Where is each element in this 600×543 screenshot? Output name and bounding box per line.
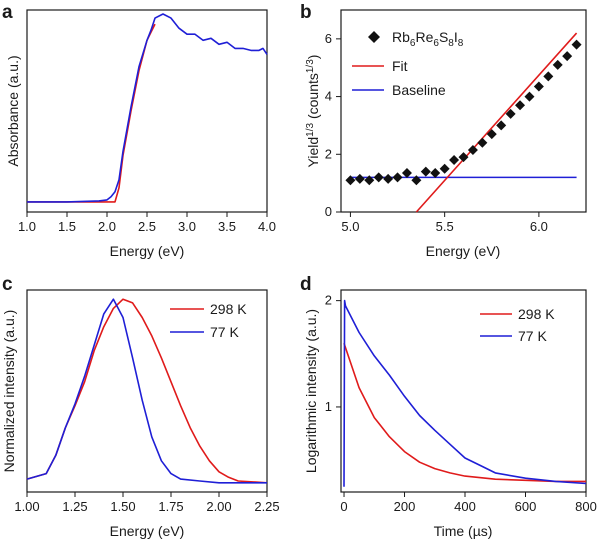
panel-letter-d: d xyxy=(300,274,312,295)
lines-b xyxy=(350,32,578,213)
b-ytick-label: 2 xyxy=(325,146,332,161)
legend-label-298k-c: 298 K xyxy=(210,301,247,317)
panel-d: d 0 200 400 600 800 1 2 298 K 77 K Time (µs) L… xyxy=(300,274,597,539)
data-point-b xyxy=(364,175,375,186)
series-line-absorbance-a xyxy=(27,13,268,203)
d-xtick-label: 0 xyxy=(340,499,347,514)
series-line-77k-c xyxy=(26,298,267,484)
data-point-b xyxy=(383,173,394,184)
plot-frame-d xyxy=(340,289,587,493)
data-point-b xyxy=(505,108,516,119)
a-xtick-label: 1.0 xyxy=(18,219,36,234)
plot-frame-b xyxy=(340,9,587,213)
x-axis-label-b: Energy (eV) xyxy=(426,243,501,259)
x-axis-label-a: Energy (eV) xyxy=(110,243,185,259)
legend-c: 298 K 77 K xyxy=(170,301,247,340)
d-xtick-label: 400 xyxy=(454,499,476,514)
data-point-b xyxy=(458,152,469,163)
c-xtick-label: 1.75 xyxy=(158,499,183,514)
legend-marker-diamond xyxy=(368,31,380,43)
c-xtick-label: 1.25 xyxy=(62,499,87,514)
series-line-298k-d xyxy=(343,342,586,483)
ticks-b: 5.0 5.5 6.0 0 2 4 6 xyxy=(325,31,548,234)
c-xtick-label: 1.00 xyxy=(14,499,39,514)
points-b xyxy=(345,39,582,186)
c-xtick-label: 2.00 xyxy=(206,499,231,514)
data-point-b xyxy=(552,59,563,70)
fit-line-b xyxy=(415,32,578,213)
a-xtick-label: 2.5 xyxy=(138,219,156,234)
b-xtick-label: 5.0 xyxy=(341,219,359,234)
legend-label-298k-d: 298 K xyxy=(518,306,555,322)
c-xtick-label: 2.25 xyxy=(254,499,279,514)
legend-label-compound: Rb6Re6S8I8 xyxy=(392,29,464,49)
data-point-b xyxy=(524,91,535,102)
data-point-b xyxy=(401,168,412,179)
data-point-b xyxy=(543,71,554,82)
data-point-b xyxy=(562,51,573,62)
data-point-b xyxy=(486,129,497,140)
c-xtick-label: 1.50 xyxy=(110,499,135,514)
panel-letter-a: a xyxy=(2,2,13,23)
d-ytick-label: 2 xyxy=(325,293,332,308)
b-ytick-label: 4 xyxy=(325,89,332,104)
data-point-b xyxy=(373,172,384,183)
data-point-b xyxy=(392,172,403,183)
data-point-b xyxy=(515,100,526,111)
legend-label-77k-d: 77 K xyxy=(518,328,547,344)
data-point-b xyxy=(477,137,488,148)
a-xtick-label: 3.0 xyxy=(178,219,196,234)
legend-d: 298 K 77 K xyxy=(480,306,555,344)
d-xtick-label: 800 xyxy=(575,499,597,514)
y-axis-label-c: Normalized intensity (a.u.) xyxy=(1,310,17,473)
b-xtick-label: 6.0 xyxy=(530,219,548,234)
x-axis-label-d: Time (µs) xyxy=(434,523,493,539)
y-axis-label-b: Yield1/3 (counts1/3) xyxy=(305,55,321,168)
b-ytick-label: 0 xyxy=(325,204,332,219)
data-point-b xyxy=(345,175,356,186)
ticks-d: 0 200 400 600 800 1 2 xyxy=(325,293,597,514)
x-axis-label-c: Energy (eV) xyxy=(110,523,185,539)
legend-label-77k-c: 77 K xyxy=(210,324,239,340)
data-point-b xyxy=(420,166,431,177)
data-point-b xyxy=(411,175,422,186)
plot-frame-c xyxy=(26,289,268,493)
panel-letter-c: c xyxy=(2,274,13,295)
panel-letter-b: b xyxy=(300,2,312,23)
data-point-b xyxy=(533,81,544,92)
a-xtick-label: 3.5 xyxy=(218,219,236,234)
legend-label-fit: Fit xyxy=(392,58,408,74)
data-point-b xyxy=(467,144,478,155)
data-point-b xyxy=(439,163,450,174)
b-ytick-label: 6 xyxy=(325,31,332,46)
series-a xyxy=(27,13,268,203)
a-xtick-label: 4.0 xyxy=(258,219,276,234)
legend-b: Rb6Re6S8I8 Fit Baseline xyxy=(352,29,464,98)
d-ytick-label: 1 xyxy=(325,399,332,414)
a-xtick-label: 2.0 xyxy=(98,219,116,234)
d-xtick-label: 600 xyxy=(515,499,537,514)
data-point-b xyxy=(354,173,365,184)
series-line-77k-d xyxy=(343,299,587,487)
d-xtick-label: 200 xyxy=(394,499,416,514)
panel-c: c 1.00 1.25 1.50 1.75 2.00 2.25 298 K 77 K En… xyxy=(1,274,280,539)
series-c xyxy=(26,298,268,484)
a-xtick-label: 1.5 xyxy=(58,219,76,234)
b-xtick-label: 5.5 xyxy=(436,219,454,234)
data-point-b xyxy=(430,168,441,179)
series-d xyxy=(343,299,587,487)
data-point-b xyxy=(571,39,582,50)
data-point-b xyxy=(449,155,460,166)
y-axis-label-d: Logarithmic intensity (a.u.) xyxy=(303,309,319,473)
data-point-b xyxy=(496,120,507,131)
y-axis-label-a: Absorbance (a.u.) xyxy=(5,55,21,166)
panel-a: a 1.0 1.5 2.0 2.5 3.0 3.5 4.0 Energy (eV) Abso… xyxy=(2,2,276,259)
x-ticks-c: 1.00 1.25 1.50 1.75 2.00 2.25 xyxy=(14,492,280,514)
legend-label-baseline: Baseline xyxy=(392,82,446,98)
series-line-fit-a xyxy=(27,23,156,203)
x-ticks-a: 1.0 1.5 2.0 2.5 3.0 3.5 4.0 xyxy=(18,212,276,234)
